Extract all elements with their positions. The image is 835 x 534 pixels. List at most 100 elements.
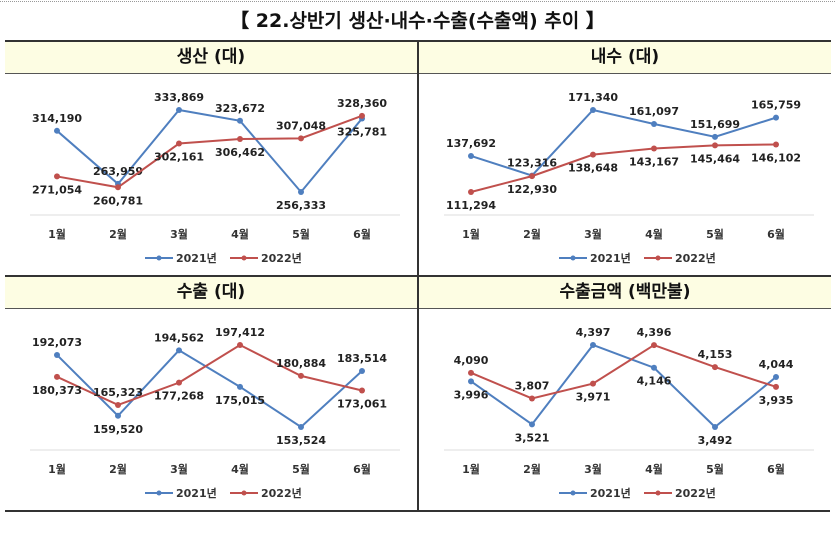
data-label: 122,930 — [507, 183, 557, 196]
data-point — [651, 145, 657, 152]
legend-label: 2021년 — [590, 486, 631, 500]
data-label: 153,524 — [276, 434, 326, 447]
x-tick-label: 4월 — [231, 227, 249, 241]
data-point — [176, 107, 182, 113]
data-label: 145,464 — [690, 152, 740, 165]
data-point — [590, 107, 596, 113]
data-label: 302,161 — [154, 151, 204, 164]
data-label: 271,054 — [32, 183, 82, 196]
data-label: 159,520 — [93, 423, 143, 436]
data-point — [712, 133, 718, 140]
legend-marker — [570, 490, 576, 496]
data-point — [54, 173, 60, 180]
legend-marker — [655, 490, 661, 496]
x-tick-label: 2월 — [523, 462, 541, 476]
data-label: 3,996 — [454, 388, 489, 401]
x-tick-label: 6월 — [767, 227, 785, 241]
data-point — [590, 380, 596, 387]
data-point — [115, 412, 121, 419]
chart-title: 생산 (대) — [5, 40, 417, 74]
data-point — [359, 387, 365, 394]
data-label: 161,097 — [629, 105, 679, 118]
data-point — [529, 395, 535, 402]
x-tick-label: 5월 — [706, 227, 724, 241]
data-label: 183,514 — [337, 352, 387, 365]
data-point — [54, 351, 60, 358]
chart-title: 수출금액 (백만불) — [419, 275, 831, 309]
data-label: 123,316 — [507, 157, 557, 170]
data-point — [468, 152, 474, 159]
page-title: 【 22.상반기 생산·내수·수출(수출액) 추이 】 — [230, 10, 605, 32]
data-point — [651, 342, 657, 349]
data-label: 4,044 — [759, 358, 794, 371]
series-line-2021년 — [470, 108, 777, 177]
data-point — [237, 117, 243, 124]
top-dotted-border — [0, 1, 835, 2]
x-tick-label: 4월 — [645, 227, 663, 241]
bottom-border — [5, 510, 830, 512]
legend-label: 2021년 — [590, 251, 631, 265]
data-label: 3,807 — [515, 379, 550, 392]
data-point — [237, 342, 243, 348]
legend-marker — [156, 255, 162, 261]
legend-marker — [655, 255, 661, 261]
data-point — [773, 114, 779, 121]
data-point — [529, 421, 535, 428]
legend-label: 2022년 — [675, 486, 716, 500]
data-label: 4,090 — [454, 354, 489, 367]
x-tick-label: 6월 — [767, 462, 785, 476]
data-label: 197,412 — [215, 326, 265, 339]
series-line-2021년 — [470, 343, 777, 429]
legend-label: 2021년 — [176, 251, 217, 265]
legend-marker — [570, 255, 576, 261]
x-tick-label: 2월 — [523, 227, 541, 241]
x-tick-label: 3월 — [584, 462, 602, 476]
data-point — [359, 112, 365, 119]
data-point — [298, 372, 304, 379]
data-label: 137,692 — [446, 137, 496, 150]
data-label: 323,672 — [215, 102, 265, 115]
series-line-2022년 — [56, 343, 363, 407]
data-point — [712, 364, 718, 371]
data-point — [468, 369, 474, 376]
x-tick-label: 1월 — [462, 227, 480, 241]
legend-label: 2022년 — [261, 251, 302, 265]
data-label: 307,048 — [276, 119, 326, 132]
legend-marker — [156, 490, 162, 496]
data-label: 177,268 — [154, 390, 204, 403]
data-label: 173,061 — [337, 397, 387, 410]
data-point — [590, 151, 596, 158]
x-tick-label: 6월 — [353, 462, 371, 476]
x-tick-label: 3월 — [584, 227, 602, 241]
series-line-2022년 — [470, 343, 777, 400]
data-point — [298, 135, 304, 142]
data-point — [237, 135, 243, 142]
series-line-2022년 — [470, 143, 777, 193]
legend-marker — [241, 490, 247, 496]
chart-production: 생산 (대) 1월 2월 3월 4월 5월 6월 314,190 263,959 333,869 3… — [5, 40, 417, 276]
data-label: 328,360 — [337, 97, 387, 110]
data-label: 165,323 — [93, 386, 143, 399]
chart-export-amount: 수출금액 (백만불) 1월 2월 3월 4월 5월 6월 3,996 3,521 4,397 4,1… — [419, 275, 831, 511]
data-point — [651, 364, 657, 371]
chart-domestic: 내수 (대) 1월 2월 3월 4월 5월 6월 137,692 123,316 171,340 1… — [419, 40, 831, 276]
data-label: 4,397 — [576, 326, 611, 339]
data-label: 194,562 — [154, 331, 204, 344]
x-tick-label: 6월 — [353, 227, 371, 241]
data-point — [237, 383, 243, 390]
data-label: 180,884 — [276, 357, 326, 370]
x-tick-label: 3월 — [170, 227, 188, 241]
data-point — [54, 127, 60, 134]
data-label: 306,462 — [215, 146, 265, 159]
data-point — [298, 189, 304, 195]
legend-marker — [241, 255, 247, 261]
data-label: 180,373 — [32, 384, 82, 397]
data-label: 192,073 — [32, 336, 82, 349]
data-label: 3,492 — [698, 434, 733, 447]
data-label: 333,869 — [154, 91, 204, 104]
series-line-2022년 — [56, 114, 363, 189]
x-tick-label: 3월 — [170, 462, 188, 476]
legend-label: 2021년 — [176, 486, 217, 500]
data-point — [468, 189, 474, 195]
data-label: 151,699 — [690, 118, 740, 131]
